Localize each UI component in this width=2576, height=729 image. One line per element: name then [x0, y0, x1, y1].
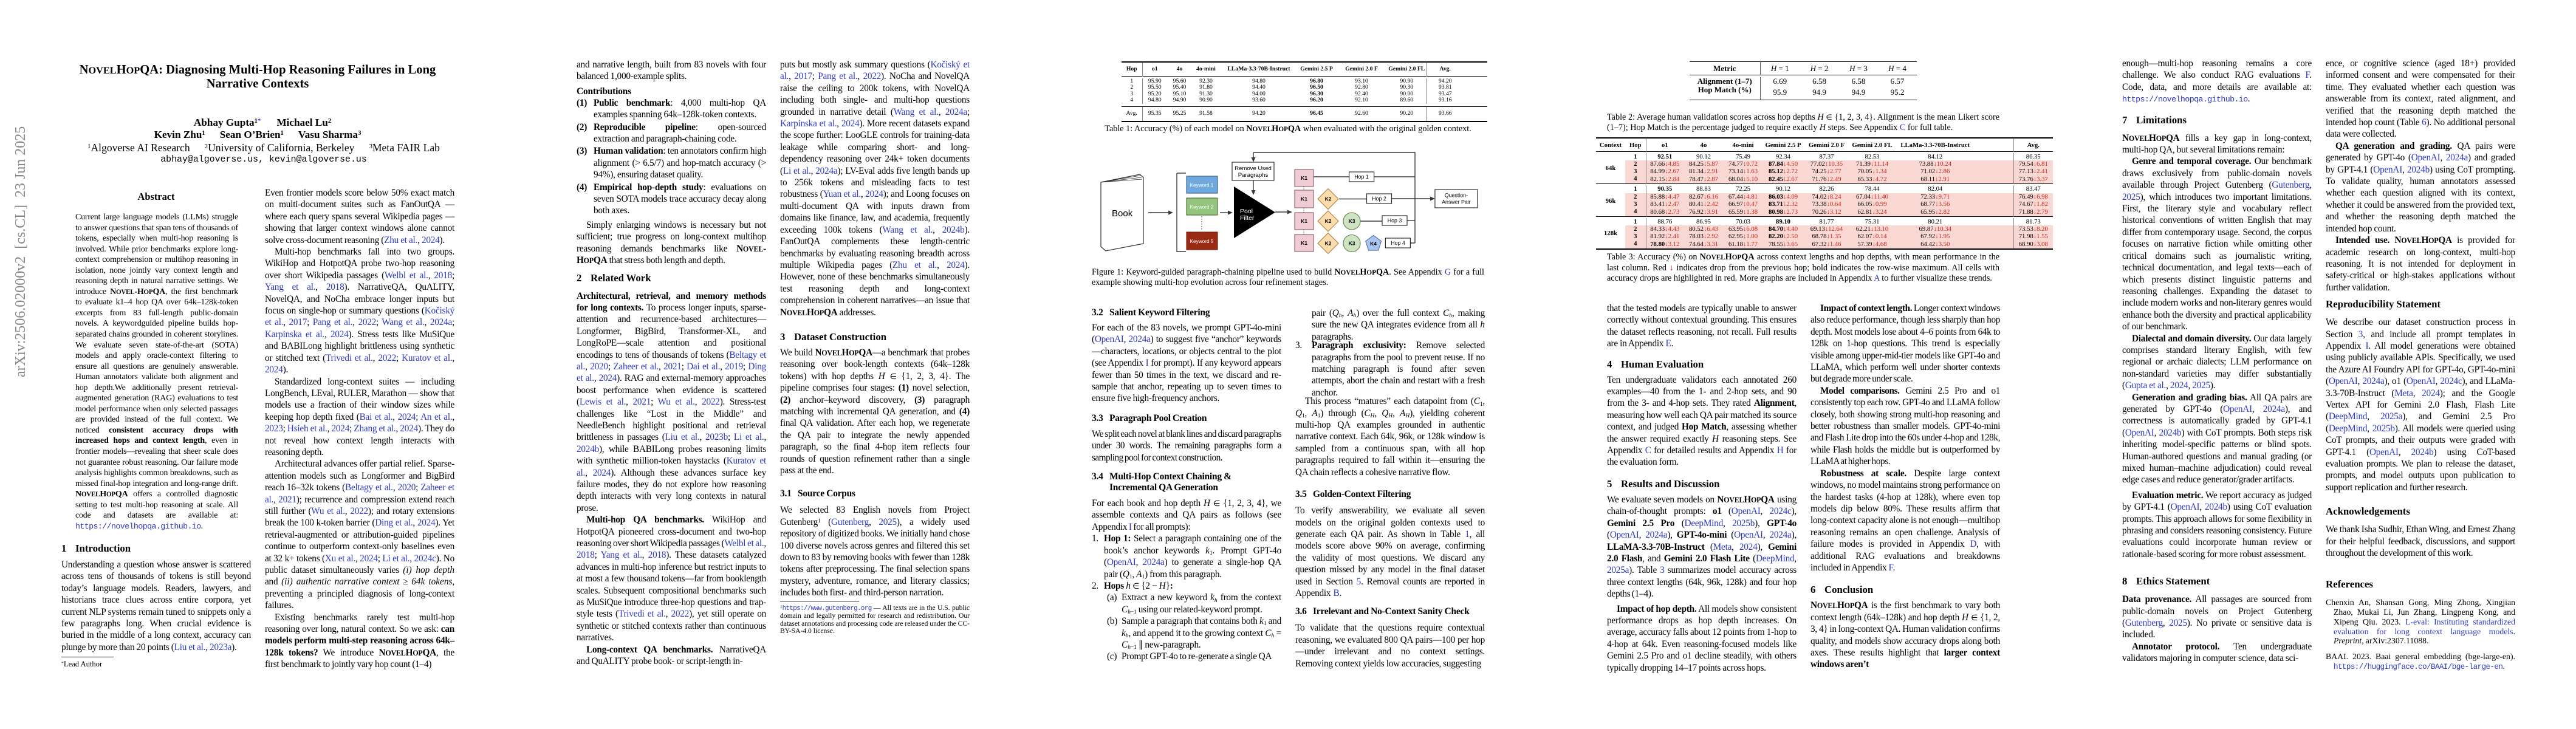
- svg-text:Answer Pair: Answer Pair: [1442, 199, 1470, 205]
- svg-text:Remove Used: Remove Used: [1235, 165, 1272, 172]
- svg-text:Keyword 1: Keyword 1: [1190, 183, 1214, 188]
- svg-text:K4: K4: [1370, 241, 1377, 247]
- svg-text:K1: K1: [1301, 218, 1307, 224]
- svg-text:K1: K1: [1301, 175, 1307, 181]
- svg-text:Hop 2: Hop 2: [1372, 196, 1386, 202]
- svg-text:K3: K3: [1349, 218, 1355, 224]
- svg-text:Hop 3: Hop 3: [1388, 217, 1402, 224]
- svg-text:K2: K2: [1325, 241, 1332, 247]
- svg-text:Hop 4: Hop 4: [1391, 240, 1405, 246]
- svg-text:K3: K3: [1349, 241, 1355, 247]
- svg-text:Keyword 2: Keyword 2: [1190, 205, 1214, 210]
- svg-text:Question-: Question-: [1445, 193, 1468, 199]
- svg-text:Paragraphs: Paragraphs: [1238, 172, 1269, 179]
- svg-text:K2: K2: [1325, 218, 1332, 224]
- svg-text:Filter: Filter: [1240, 214, 1255, 222]
- svg-text:K1: K1: [1301, 240, 1307, 246]
- svg-text:K1: K1: [1301, 196, 1307, 202]
- svg-text:Pool: Pool: [1240, 208, 1253, 215]
- svg-text:Book: Book: [1112, 208, 1133, 219]
- svg-text:K2: K2: [1325, 196, 1332, 202]
- svg-text:Keyword 5: Keyword 5: [1190, 239, 1214, 244]
- svg-text:Hop 1: Hop 1: [1354, 174, 1369, 180]
